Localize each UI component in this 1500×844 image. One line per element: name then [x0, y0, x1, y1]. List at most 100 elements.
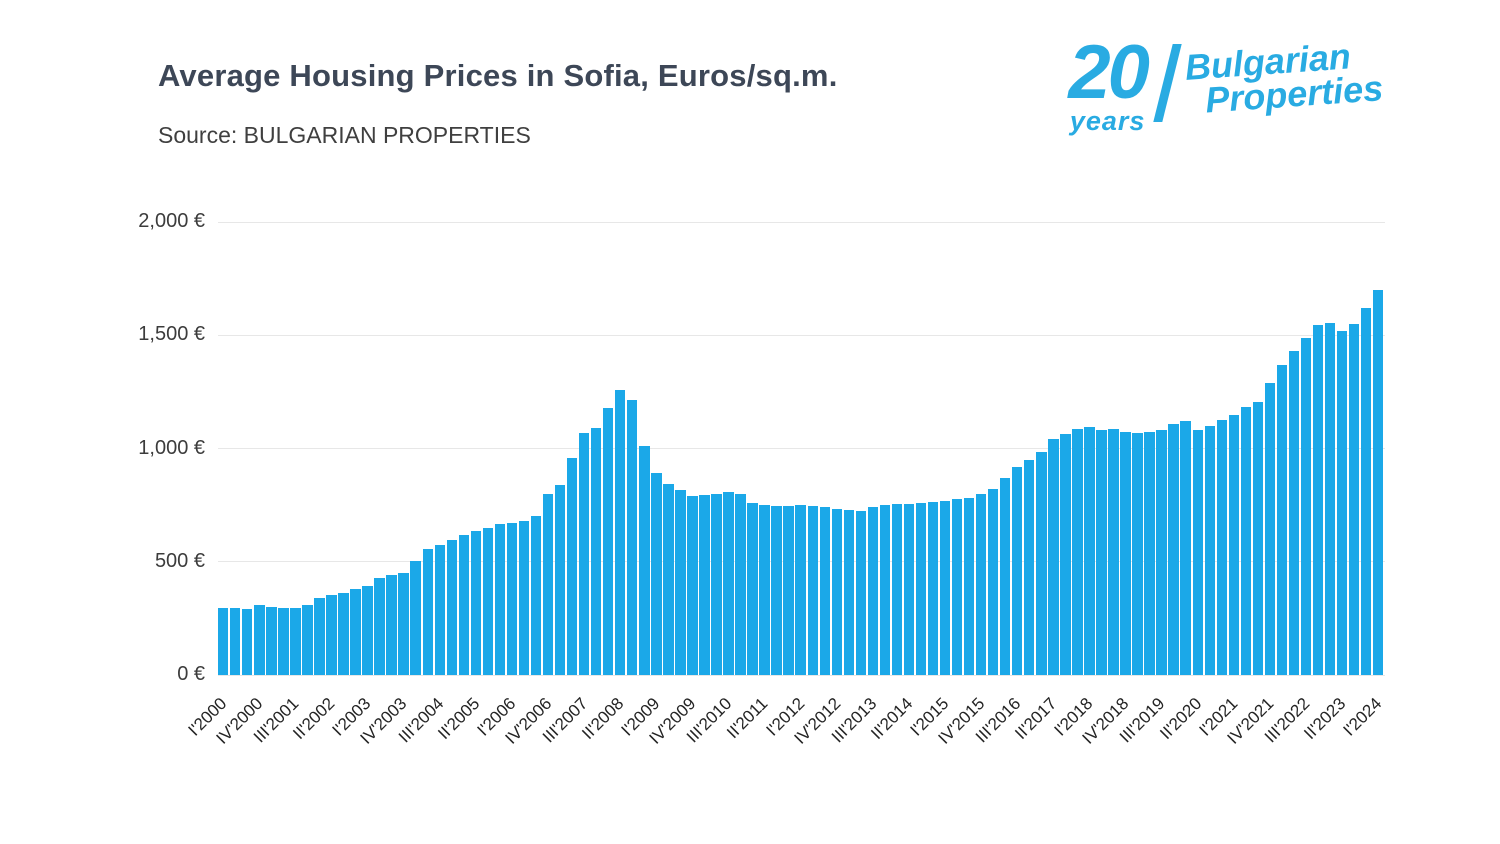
bar [1228, 414, 1240, 675]
bar [278, 607, 289, 675]
bar [723, 491, 734, 675]
bar [434, 545, 445, 675]
logo-number: 20 [1068, 30, 1150, 115]
bar [290, 607, 301, 675]
bar [470, 530, 482, 675]
bar [338, 593, 349, 675]
bar [1264, 382, 1276, 675]
x-axis-labels: I'2000 IV'2000 III'2001 II'2002 I'2003 IV'200… [185, 675, 1386, 795]
bar [987, 488, 999, 675]
bar [314, 598, 325, 675]
bar [1288, 350, 1300, 675]
bar [422, 549, 433, 675]
bar [687, 496, 698, 675]
bar [879, 505, 891, 675]
bar [602, 407, 614, 675]
bar [326, 595, 337, 675]
logo-20-years: 20 years [1068, 30, 1150, 137]
bar [759, 505, 770, 675]
bar [1252, 402, 1264, 675]
bar [506, 523, 518, 675]
bar [807, 506, 818, 675]
bar [1036, 451, 1047, 675]
bar [891, 504, 903, 675]
bar [230, 608, 241, 675]
bar [651, 473, 662, 675]
logo-divider [1153, 44, 1182, 122]
bar [867, 507, 879, 675]
bar [1120, 431, 1131, 675]
bar [590, 427, 602, 675]
bar [1048, 439, 1059, 675]
bar [963, 497, 975, 675]
bar [855, 510, 867, 675]
bar [1168, 424, 1179, 675]
bar [711, 494, 722, 675]
bar [1300, 337, 1312, 675]
bar [699, 494, 710, 675]
bar [1336, 330, 1348, 675]
bar [771, 506, 782, 675]
plot-area [218, 221, 1385, 676]
bar [458, 535, 470, 675]
bar [1000, 477, 1011, 675]
bar [1192, 430, 1203, 675]
bar [542, 493, 554, 675]
bar [1096, 430, 1107, 675]
y-tick-label: 500 € [154, 549, 205, 572]
bar [566, 458, 578, 675]
y-tick-label: 2,000 € [138, 210, 205, 232]
bar [1204, 425, 1215, 675]
bar [554, 485, 566, 675]
bar [843, 510, 855, 675]
bar [903, 504, 915, 675]
bar [1108, 429, 1119, 675]
bar [1012, 466, 1023, 675]
bar [783, 505, 794, 675]
bar [1072, 428, 1083, 675]
bar [530, 516, 542, 675]
bar [627, 399, 638, 675]
logo-years-label: years [1069, 106, 1146, 137]
bar [927, 501, 939, 675]
bar [1084, 426, 1095, 675]
bar [1324, 323, 1336, 675]
brand-logo: 20 years Bulgarian Properties [1068, 30, 1384, 137]
bar [663, 483, 674, 675]
bar [218, 608, 229, 675]
y-tick-label: 0 € [177, 663, 205, 685]
bar [1276, 364, 1288, 675]
gridline [218, 334, 1385, 336]
bar [1216, 419, 1227, 675]
gridline [218, 448, 1385, 449]
bar [386, 574, 397, 675]
bar [975, 493, 987, 675]
y-tick-label: 1,500 € [138, 323, 205, 346]
bar [1348, 324, 1360, 675]
bar [266, 607, 277, 675]
bar [675, 490, 686, 675]
bar [482, 528, 494, 675]
bar [398, 572, 409, 675]
gridline [218, 221, 1385, 223]
bar [578, 432, 590, 675]
bar [639, 446, 650, 675]
bar [747, 503, 758, 675]
gridline [218, 674, 1385, 676]
bar [410, 560, 421, 675]
bar [1156, 430, 1167, 675]
logo-wordmark: Bulgarian Properties [1183, 35, 1384, 120]
bar [518, 520, 530, 675]
bar [819, 507, 830, 675]
bar [242, 609, 253, 675]
bar [494, 524, 506, 675]
bar [1180, 421, 1191, 675]
bar [939, 501, 951, 675]
bar [302, 604, 313, 675]
bar [1144, 431, 1155, 675]
bar [362, 585, 373, 675]
bar [1240, 406, 1252, 675]
chart-source: Source: BULGARIAN PROPERTIES [158, 122, 531, 148]
bar [795, 504, 806, 675]
